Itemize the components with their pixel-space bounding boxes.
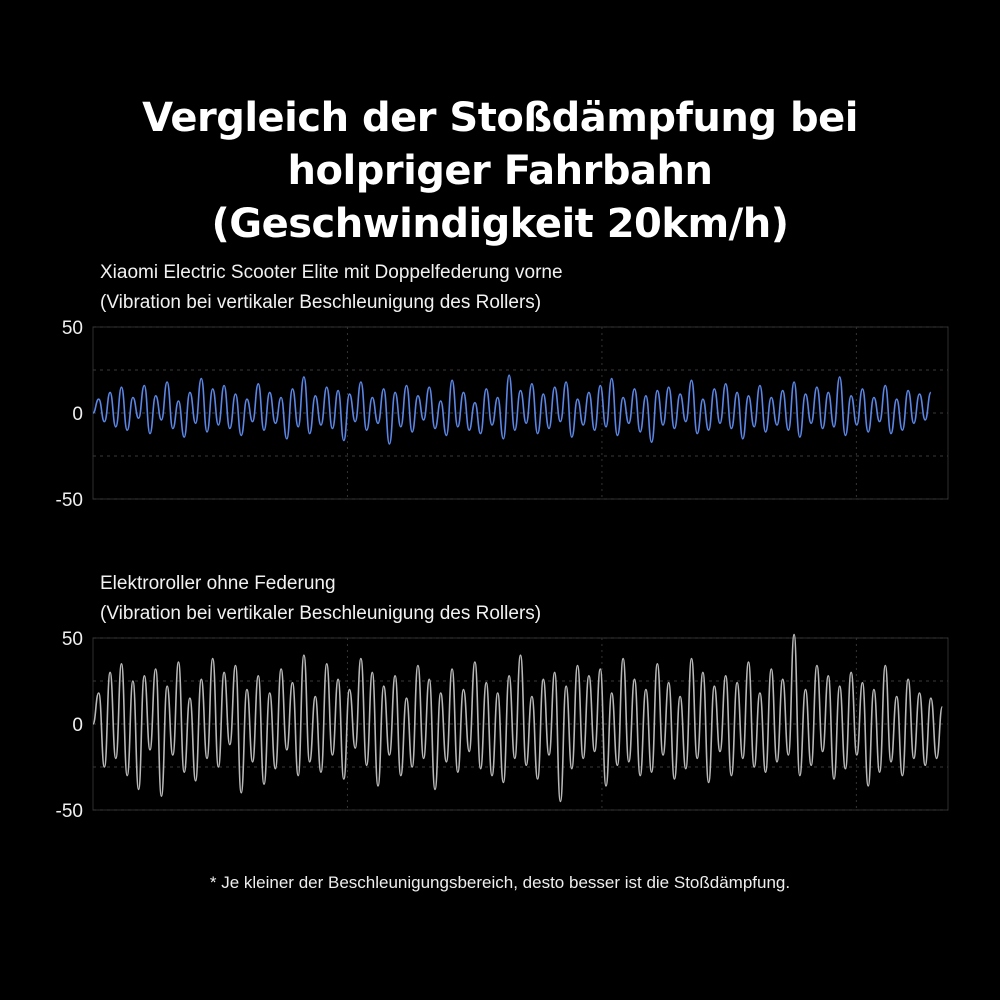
y-tick-label: 0 (72, 404, 83, 425)
y-tick-label: 50 (62, 629, 83, 650)
y-tick-label: 50 (62, 318, 83, 339)
chart2-label-line2: (Vibration bei vertikaler Beschleunigung… (100, 603, 542, 624)
footnote: * Je kleiner der Beschleunigungsbereich,… (209, 873, 791, 892)
title-line-1: Vergleich der Stoßdämpfung bei (142, 95, 858, 141)
title-line-2: holpriger Fahrbahn (287, 148, 713, 194)
chart2-label-line1: Elektroroller ohne Federung (100, 573, 336, 594)
series-line-1-0 (92, 374, 932, 445)
chart1-label-line2: (Vibration bei vertikaler Beschleunigung… (100, 292, 542, 313)
series-line-2-0 (92, 633, 944, 803)
chart-2-no-suspension: 50 0 -50 (56, 629, 949, 822)
title-line-3: (Geschwindigkeit 20km/h) (211, 201, 789, 247)
chart-title: Vergleich der Stoßdämpfung bei holpriger… (0, 92, 1000, 251)
y-tick-label: -50 (56, 490, 83, 511)
y-tick-label: -50 (56, 801, 83, 822)
chart-1-suspension: 50 0 -50 (56, 318, 949, 511)
y-tick-label: 0 (72, 715, 83, 736)
chart1-label-line1: Xiaomi Electric Scooter Elite mit Doppel… (100, 262, 563, 283)
